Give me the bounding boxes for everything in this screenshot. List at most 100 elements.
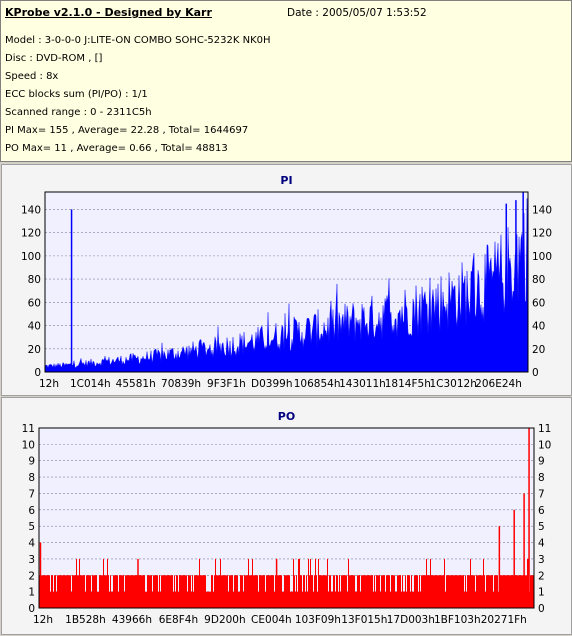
po-bar — [425, 575, 426, 608]
speed-line: Speed : 8x — [5, 71, 59, 82]
po-bar — [255, 575, 256, 608]
y-tick-label-left: 3 — [28, 554, 35, 566]
po-bar — [58, 575, 59, 608]
po-bar — [141, 575, 142, 608]
po-bar — [291, 591, 292, 608]
y-tick-label-right: 5 — [538, 521, 545, 533]
po-bar — [177, 575, 178, 608]
po-bar — [371, 575, 372, 608]
po-bar — [53, 591, 54, 608]
po-bar — [105, 575, 106, 608]
po-bar — [390, 591, 391, 608]
po-bar — [359, 575, 360, 608]
po-bar — [230, 575, 231, 608]
po-bar — [160, 591, 161, 608]
x-tick-label: 106854h — [294, 378, 341, 390]
po-bar — [190, 575, 191, 608]
po-bar — [429, 575, 430, 608]
po-bar — [226, 575, 227, 608]
po-bar — [507, 575, 508, 608]
po-bar — [157, 575, 158, 608]
po-bar — [487, 575, 488, 608]
po-bar — [117, 575, 118, 608]
po-bar — [314, 575, 315, 608]
po-bar — [459, 575, 460, 608]
po-bar — [234, 575, 235, 608]
x-tick-label: 206E24h — [475, 378, 522, 390]
po-bar — [493, 591, 494, 608]
po-bar — [264, 575, 265, 608]
po-bar — [367, 575, 368, 608]
po-bar — [198, 575, 199, 608]
po-bar — [196, 575, 197, 608]
po-bar — [343, 575, 344, 608]
po-bar — [233, 591, 234, 608]
po-bar — [502, 575, 503, 608]
po-bar — [348, 558, 349, 608]
y-tick-label-right: 6 — [538, 505, 545, 517]
po-bar — [218, 575, 219, 608]
po-bar — [409, 575, 410, 608]
po-bar — [155, 575, 156, 608]
po-bar — [446, 575, 447, 608]
x-tick-label: 12h — [39, 378, 59, 390]
po-bar — [366, 575, 367, 608]
po-bar — [44, 575, 45, 608]
po-bar — [140, 575, 141, 608]
po-bar — [305, 591, 306, 608]
po-bar — [268, 575, 269, 608]
po-bar — [271, 575, 272, 608]
po-bar — [299, 558, 300, 608]
po-bar — [378, 575, 379, 608]
y-tick-label-left: 60 — [28, 297, 41, 309]
po-bar — [203, 575, 204, 608]
po-bar — [333, 575, 334, 608]
po-bar — [123, 575, 124, 608]
po-bar — [221, 575, 222, 608]
po-bar — [293, 558, 294, 608]
po-bar — [288, 575, 289, 608]
po-bar — [216, 575, 217, 608]
po-bar — [434, 575, 435, 608]
po-bar — [49, 575, 50, 608]
po-bar — [525, 575, 526, 608]
po-bar — [445, 591, 446, 608]
po-bar — [407, 575, 408, 608]
po-bar — [182, 575, 183, 608]
po-bar — [206, 591, 207, 608]
po-bar — [145, 591, 146, 608]
po-bar — [213, 591, 214, 608]
po-bar — [110, 575, 111, 608]
po-bar — [342, 575, 343, 608]
po-bar — [420, 591, 421, 608]
po-bar — [61, 575, 62, 608]
po-bar — [257, 575, 258, 608]
y-tick-label-left: 4 — [28, 538, 35, 550]
po-bar — [444, 558, 445, 608]
y-tick-label-left: 0 — [28, 603, 35, 615]
po-bar — [227, 575, 228, 608]
po-bar — [457, 575, 458, 608]
po-bar — [454, 575, 455, 608]
po-bar — [211, 575, 212, 608]
po-bar — [71, 591, 72, 608]
po-bar — [285, 575, 286, 608]
po-bar — [104, 575, 105, 608]
po-bar — [186, 575, 187, 608]
po-bar — [509, 575, 510, 608]
po-bar — [119, 575, 120, 608]
po-bar — [437, 575, 438, 608]
po-bar — [199, 558, 200, 608]
po-bar — [188, 575, 189, 608]
po-bar — [66, 575, 67, 608]
po-bar — [532, 575, 533, 608]
disc-line: Disc : DVD-ROM , [] — [5, 53, 103, 64]
y-tick-label-right: 0 — [538, 603, 545, 615]
po-bar — [237, 575, 238, 608]
po-bar — [327, 558, 328, 608]
po-bar — [490, 575, 491, 608]
po-bar — [318, 558, 319, 608]
po-bar — [245, 575, 246, 608]
po-bar — [458, 575, 459, 608]
po-bar — [292, 591, 293, 608]
